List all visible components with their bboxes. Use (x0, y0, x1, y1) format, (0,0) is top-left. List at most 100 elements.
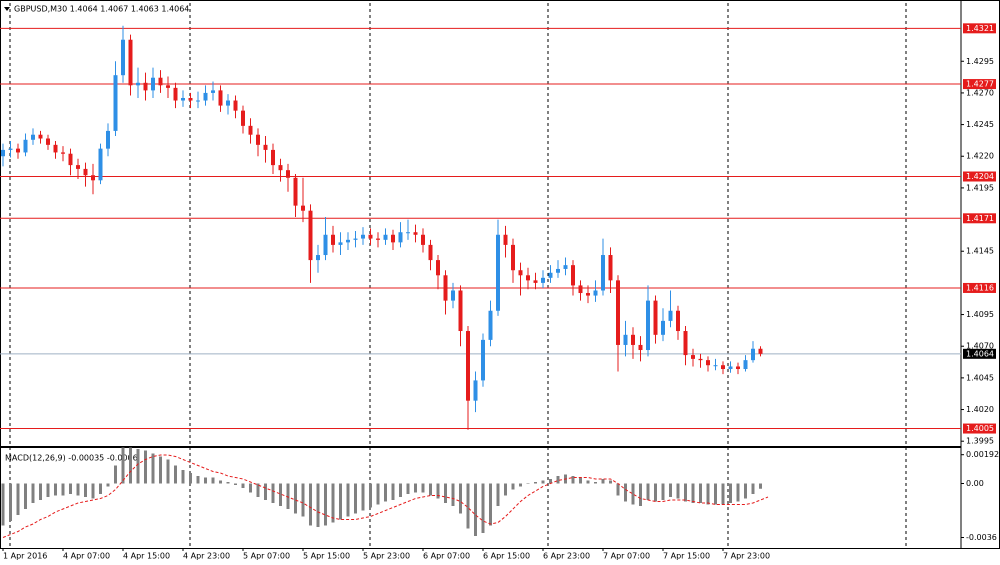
histogram-bar (624, 483, 627, 502)
candle-body (683, 331, 688, 356)
candle-body (646, 300, 650, 351)
histogram-bar (399, 483, 402, 497)
candle-body (361, 234, 365, 239)
candle-body (106, 130, 110, 149)
y-tick-label: 1.4245 (966, 120, 994, 129)
candle-body (653, 300, 658, 335)
candle-body (481, 339, 485, 381)
candle-body (188, 97, 193, 101)
histogram-bar (579, 477, 582, 484)
candle-body (586, 293, 590, 296)
candle-body (691, 355, 695, 359)
candle-body (743, 360, 748, 370)
histogram-bar (699, 483, 702, 503)
candle-body (263, 144, 268, 150)
candle-body (638, 344, 643, 351)
level-label: 1.4277 (966, 80, 994, 89)
histogram-bar (474, 483, 477, 536)
candle-body (676, 310, 680, 332)
candle-body (173, 87, 178, 101)
x-tick-label: 7 Apr 15:00 (663, 552, 710, 561)
x-tick-label: 7 Apr 07:00 (603, 552, 650, 561)
histogram-bar (99, 483, 102, 494)
histogram-bar (459, 483, 462, 514)
level-label-box (963, 171, 996, 182)
histogram-bar (211, 477, 215, 484)
histogram-bar (744, 483, 747, 499)
histogram-bar (586, 480, 590, 484)
candle-body (181, 97, 185, 101)
histogram-bar (46, 483, 50, 497)
histogram-bar (451, 483, 455, 506)
histogram-bar (301, 483, 305, 517)
candle-body (23, 139, 28, 153)
candle-body (661, 320, 665, 335)
candle-body (488, 310, 493, 340)
candle-body (631, 334, 635, 345)
candle-body (353, 238, 358, 240)
candle-body (151, 77, 155, 91)
candle-body (518, 270, 523, 276)
candle-body (413, 232, 418, 235)
histogram-bar (481, 483, 485, 533)
histogram-bar (376, 483, 380, 505)
y-tick-label: -0.0036 (966, 533, 997, 542)
y-tick-label: 0.00192 (966, 450, 999, 459)
candle-body (496, 234, 500, 311)
histogram-bar (286, 483, 290, 509)
candle-body (608, 255, 613, 281)
candle-body (256, 134, 260, 145)
histogram-bar (279, 483, 282, 506)
histogram-bar (84, 483, 87, 497)
candle-body (203, 92, 208, 101)
candle-body (383, 234, 388, 240)
candle-body (211, 90, 215, 93)
histogram-bar (684, 483, 687, 502)
candle-body (698, 358, 703, 361)
histogram-bar (466, 483, 470, 529)
histogram-bar (219, 480, 222, 484)
histogram-bar (241, 483, 245, 488)
histogram-bar (129, 447, 132, 484)
histogram-bar (414, 483, 417, 493)
histogram-bar (316, 483, 320, 527)
candle-body (758, 348, 763, 354)
histogram-bar (429, 483, 432, 496)
x-tick-label: 4 Apr 07:00 (63, 552, 110, 561)
histogram-bar (361, 483, 365, 511)
candle-body (158, 77, 163, 86)
candle-body (346, 239, 350, 243)
histogram-bar (271, 483, 275, 503)
candle-body (8, 148, 13, 150)
histogram-bar (354, 483, 357, 514)
candle-body (511, 244, 515, 271)
histogram-bar (106, 483, 110, 487)
candle-body (98, 148, 103, 181)
histogram-bar (706, 483, 710, 505)
level-label: 1.4171 (966, 214, 994, 223)
histogram-bar (631, 483, 635, 505)
histogram-bar (324, 483, 327, 526)
x-tick-label: 5 Apr 15:00 (303, 552, 350, 561)
histogram-bar (151, 453, 155, 484)
candle-body (533, 280, 538, 283)
candle-body (61, 152, 65, 154)
histogram-bar (511, 483, 515, 490)
histogram-bar (669, 483, 672, 497)
x-tick-label: 6 Apr 07:00 (423, 552, 470, 561)
level-label: 1.4116 (966, 283, 994, 292)
histogram-bar (196, 476, 200, 484)
candle-body (308, 210, 313, 261)
y-tick-label: 1.4295 (966, 57, 994, 66)
histogram-bar (391, 483, 395, 500)
menu-triangle[interactable] (4, 7, 10, 11)
candle-body (196, 100, 200, 102)
histogram-bar (736, 483, 740, 502)
candle-body (421, 234, 425, 245)
x-tick-label: 6 Apr 23:00 (543, 552, 590, 561)
candle-body (391, 234, 395, 243)
level-label: 1.4204 (966, 172, 994, 181)
candle-body (91, 175, 95, 181)
candle-body (1, 149, 5, 157)
